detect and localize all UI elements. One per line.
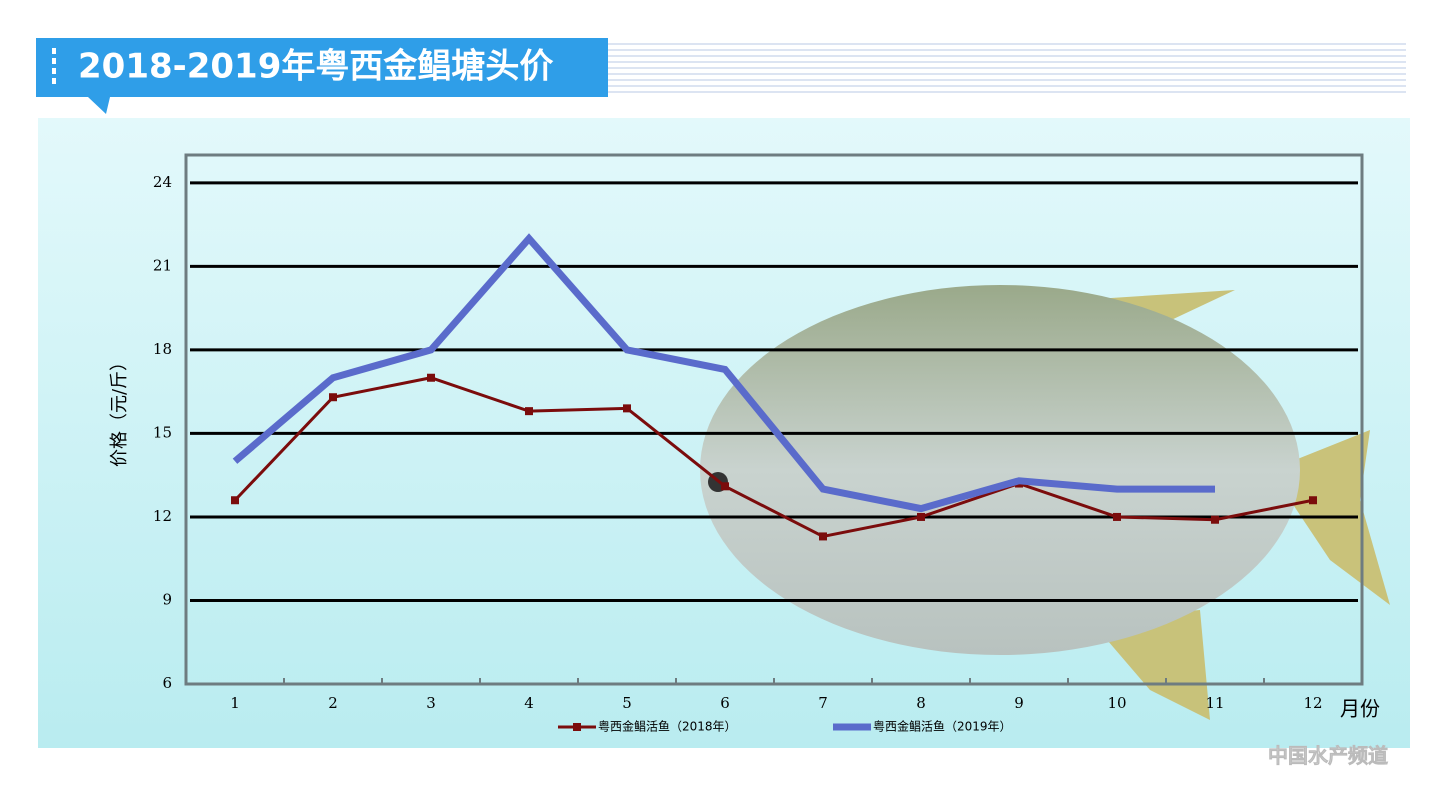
watermark: 中国水产频道 xyxy=(1268,744,1388,768)
x-tick-label: 6 xyxy=(720,694,730,712)
y-tick-label: 24 xyxy=(153,173,172,191)
y-tick-label: 18 xyxy=(153,340,172,358)
point-marker xyxy=(525,407,533,416)
x-tick-label: 3 xyxy=(426,694,436,712)
point-marker xyxy=(1309,496,1317,505)
y-tick-label: 15 xyxy=(153,423,172,441)
legend-marker xyxy=(573,723,581,731)
point-marker xyxy=(427,373,435,382)
series-line xyxy=(232,233,1215,513)
x-tick-label: 9 xyxy=(1014,694,1024,712)
x-axis-label: 月份 xyxy=(1340,697,1380,721)
x-tick-label: 8 xyxy=(916,694,926,712)
x-tick-label: 1 xyxy=(230,694,240,712)
title-banner xyxy=(36,38,608,114)
header-stripes xyxy=(608,43,1406,93)
x-tick-label: 5 xyxy=(622,694,632,712)
point-marker xyxy=(917,512,925,521)
x-tick-label: 4 xyxy=(524,694,534,712)
point-marker xyxy=(721,482,729,491)
x-tick-label: 2 xyxy=(328,694,338,712)
x-tick-label: 10 xyxy=(1107,694,1126,712)
y-axis-label: 价格（元/斤） xyxy=(109,353,130,467)
point-marker xyxy=(1211,515,1219,524)
legend-label: 粤西金鲳活鱼（2019年） xyxy=(873,719,1012,734)
point-marker xyxy=(1113,512,1121,521)
point-marker xyxy=(231,496,239,505)
y-tick-label: 12 xyxy=(153,507,172,525)
series-line xyxy=(233,376,1314,539)
legend-label: 粤西金鲳活鱼（2018年） xyxy=(598,719,737,734)
point-marker xyxy=(329,393,337,402)
chart-title: 2018-2019年粤西金鲳塘头价 xyxy=(78,47,553,87)
point-marker xyxy=(819,532,827,541)
title-dots xyxy=(52,48,56,84)
y-tick-label: 6 xyxy=(162,674,172,692)
y-tick-label: 9 xyxy=(162,590,172,608)
point-marker xyxy=(623,404,631,413)
x-tick-label: 12 xyxy=(1303,694,1322,712)
x-tick-label: 7 xyxy=(818,694,828,712)
y-tick-label: 21 xyxy=(153,256,172,274)
x-tick-label: 11 xyxy=(1205,694,1224,712)
